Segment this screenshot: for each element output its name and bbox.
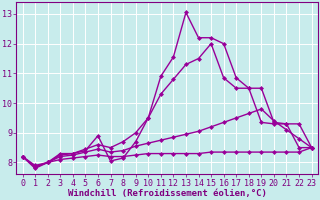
X-axis label: Windchill (Refroidissement éolien,°C): Windchill (Refroidissement éolien,°C) (68, 189, 267, 198)
